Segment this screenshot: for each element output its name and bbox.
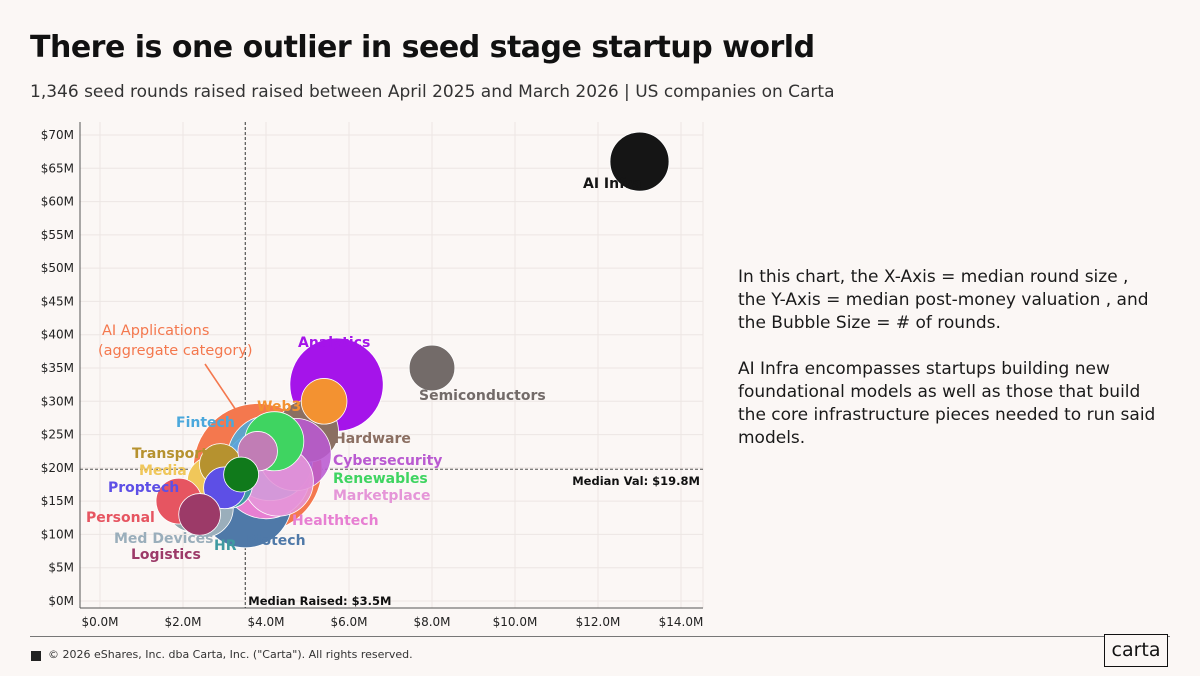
ai-infra-explanation-note: AI Infra encompasses startups building n… [738,359,1156,448]
bubble-web3 [300,378,348,425]
x-tick-label: $6.0M [330,615,367,629]
y-tick-label: $70M [41,128,74,142]
bubble-greenmid [223,456,259,493]
label-logistics: Logistics [131,547,201,563]
grid-lines [80,122,704,608]
y-tick-label: $55M [41,228,74,242]
y-tick-label: $25M [41,428,74,442]
reference-lines: Median Raised: $3.5M Median Val: $19.8M [80,122,703,608]
x-tick-label: $14.0M [659,615,704,629]
bubble-logistics [178,493,221,536]
label-web3: Web3 [257,399,301,415]
y-tick-label: $50M [41,261,74,275]
y-tick-label: $15M [41,494,74,508]
y-tick-label: $35M [41,361,74,375]
y-tick-label: $0M [48,594,74,608]
label-ai-infra: AI Infra [583,176,642,192]
median-val-label: Median Val: $19.8M [572,474,700,488]
y-tick-label: $10M [41,527,74,541]
label-fintech: Fintech [176,415,235,431]
x-tick-label: $12.0M [576,615,621,629]
page-title: There is one outlier in seed stage start… [30,30,815,65]
footer-square-icon [31,651,41,661]
label-personal: Personal [86,510,155,526]
label-marketplace: Marketplace [333,488,430,504]
label-hardware: Hardware [334,431,411,447]
axes: $0M $5M $10M $15M $20M $25M $30M $35M $40M $45M $5… [41,122,704,629]
y-tick-label: $40M [41,328,74,342]
label-hr: HR [214,538,237,554]
label-renewables: Renewables [333,471,428,487]
x-tick-label: $4.0M [247,615,284,629]
y-tick-label: $5M [48,561,74,575]
y-tick-label: $30M [41,394,74,408]
x-tick-label: $8.0M [413,615,450,629]
footer-divider [30,636,1170,637]
y-tick-label: $45M [41,294,74,308]
bubble-labels: AI Infra Analytics Semiconductors Web3 Finte… [86,176,642,563]
axes-explanation-note: In this chart, the X-Axis = median round… [738,267,1149,333]
y-tick-label: $60M [41,195,74,209]
bubbles [155,131,670,549]
median-raised-label: Median Raised: $3.5M [248,594,391,608]
label-media: Media [139,463,187,479]
x-tick-label: $2.0M [164,615,201,629]
y-tick-label: $20M [41,461,74,475]
label-analytics: Analytics [298,335,370,351]
label-proptech: Proptech [108,480,179,496]
carta-logo: carta [1104,634,1168,667]
label-transport: Transport [132,446,208,462]
label-biotech: Biotech [246,533,306,549]
copyright-text: © 2026 eShares, Inc. dba Carta, Inc. ("C… [48,648,413,661]
annotation-ai-applications-title: AI Applications [102,323,209,339]
label-healthtech: Healthtech [292,513,379,529]
bubble-ai-infra [609,131,670,192]
page-subtitle: 1,346 seed rounds raised raised between … [30,82,835,102]
label-med-devices: Med Devices [114,531,214,547]
bubble-semiconductors [408,344,456,392]
x-tick-label: $10.0M [493,615,538,629]
x-tick-label: $0.0M [81,615,118,629]
label-cybersecurity: Cybersecurity [333,453,442,469]
annotation-arrow-line [204,363,245,423]
label-semiconductors: Semiconductors [419,388,546,404]
y-tick-label: $65M [41,161,74,175]
annotation-ai-applications-subtitle: (aggregate category) [98,343,253,359]
